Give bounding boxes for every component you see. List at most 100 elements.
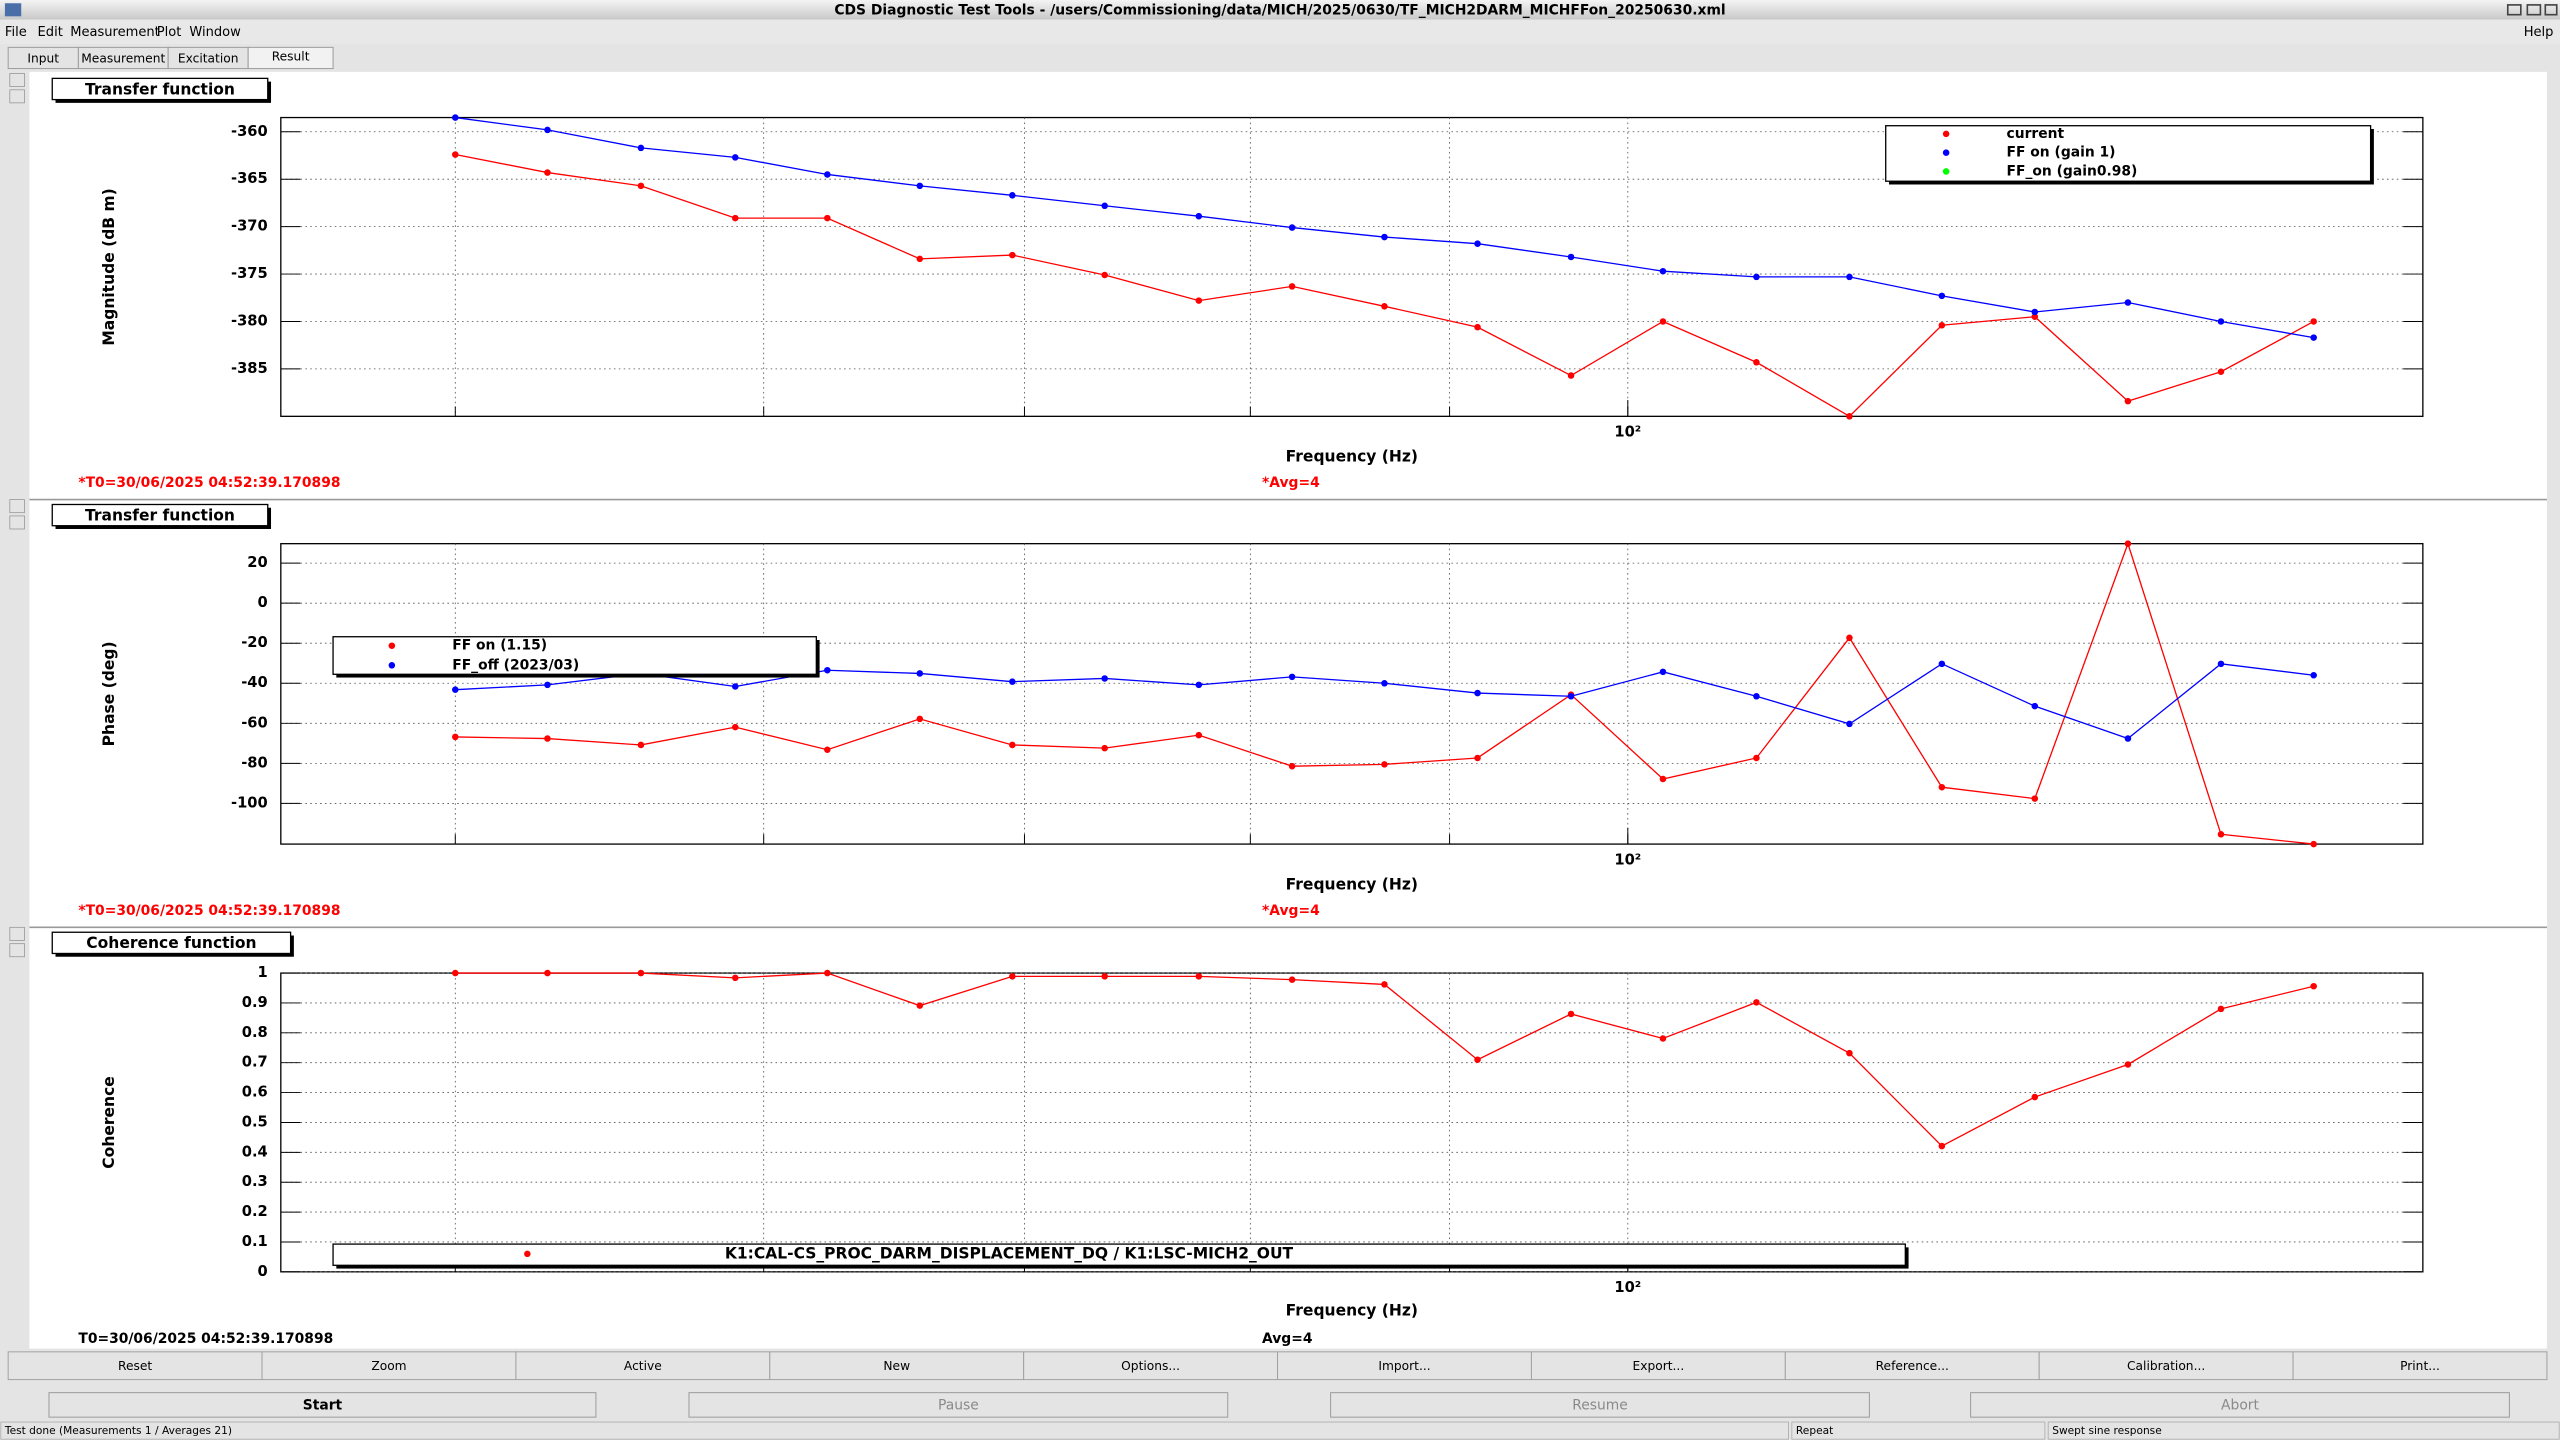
button-label[interactable]: Reset <box>118 1359 152 1373</box>
menu-item[interactable]: Help <box>2524 25 2554 40</box>
data-point <box>1753 754 1760 762</box>
data-point <box>1938 322 1946 329</box>
legend <box>332 1243 1906 1266</box>
panel-arrow[interactable] <box>9 926 25 941</box>
data-point <box>1009 741 1016 749</box>
chart-title: Coherence function <box>86 934 256 952</box>
data-point <box>2031 1093 2039 1101</box>
button-label[interactable]: Reference... <box>1876 1359 1949 1373</box>
tab-label[interactable]: Result <box>272 50 310 64</box>
button[interactable] <box>1023 1351 1279 1381</box>
y-tick-label: -380 <box>231 312 268 329</box>
data-point <box>1474 1056 1481 1063</box>
button[interactable] <box>769 1351 1025 1381</box>
data-point <box>1659 318 1667 325</box>
control-button[interactable] <box>1970 1392 2510 1418</box>
data-point <box>1101 744 1108 752</box>
button-label[interactable]: Options... <box>1121 1359 1180 1373</box>
x-axis-label: Frequency (Hz) <box>1286 875 1418 893</box>
control-label[interactable]: Start <box>303 1398 343 1414</box>
button-label[interactable]: Export... <box>1633 1359 1685 1373</box>
menu-item[interactable]: Measurement <box>70 25 160 40</box>
data-point <box>732 154 739 161</box>
button[interactable] <box>515 1351 771 1381</box>
tab-label[interactable]: Input <box>27 51 59 65</box>
panel-arrow[interactable] <box>9 73 25 87</box>
panel-arrow[interactable] <box>9 89 25 104</box>
data-point <box>2124 540 2132 547</box>
button[interactable] <box>261 1351 517 1381</box>
button[interactable] <box>1784 1351 2040 1381</box>
menu-item[interactable]: Plot <box>157 25 182 40</box>
panel-arrow[interactable] <box>9 943 25 958</box>
data-point <box>1009 678 1016 685</box>
menu-item[interactable]: File <box>5 25 27 40</box>
button[interactable] <box>1530 1351 1786 1381</box>
t0-annotation: T0=30/06/2025 04:52:39.170898 <box>78 1331 333 1347</box>
data-point <box>916 1002 924 1009</box>
legend <box>1885 125 2372 182</box>
control-button[interactable] <box>1330 1392 1870 1418</box>
tab-label[interactable]: Excitation <box>178 51 239 65</box>
data-point <box>1659 775 1667 783</box>
data-point <box>1567 1010 1575 1018</box>
data-point <box>824 666 831 674</box>
data-point <box>452 969 459 977</box>
window-button[interactable] <box>2526 4 2542 16</box>
y-tick-label: 1 <box>258 964 268 981</box>
button-label[interactable]: Import... <box>1378 1359 1430 1373</box>
x-tick-label: 10² <box>1614 851 1641 868</box>
button[interactable] <box>2292 1351 2548 1381</box>
data-point <box>1567 372 1575 379</box>
data-point <box>2124 1061 2132 1068</box>
status-text: Repeat <box>1796 1424 1833 1437</box>
data-point <box>1474 323 1481 331</box>
control-label[interactable]: Abort <box>2221 1398 2259 1414</box>
control-label[interactable]: Pause <box>938 1398 979 1414</box>
control-label[interactable]: Resume <box>1572 1398 1628 1414</box>
data-point <box>1288 283 1296 290</box>
data-point <box>2310 982 2317 990</box>
legend-marker <box>1942 149 1950 156</box>
button-label[interactable]: Zoom <box>371 1359 406 1373</box>
button-label[interactable]: Print... <box>2400 1359 2440 1373</box>
data-point <box>824 746 831 754</box>
y-axis-label: Coherence <box>100 1076 118 1168</box>
data-point <box>452 114 459 121</box>
menu-bar <box>0 19 2560 45</box>
avg-annotation: *Avg=4 <box>1262 903 1320 919</box>
menu-item[interactable]: Edit <box>38 25 63 40</box>
panel-arrow[interactable] <box>9 515 25 530</box>
y-tick-label: -40 <box>241 674 268 691</box>
menu-item[interactable]: Window <box>189 25 241 40</box>
data-point <box>1381 679 1388 687</box>
data-point <box>1101 675 1108 682</box>
window-title: CDS Diagnostic Test Tools - /users/Commi… <box>834 3 1725 19</box>
data-point <box>1195 297 1203 304</box>
control-button[interactable] <box>48 1392 597 1418</box>
panel-arrow[interactable] <box>9 499 25 514</box>
y-tick-label: -375 <box>231 265 268 282</box>
data-point <box>2310 334 2317 341</box>
tab[interactable] <box>247 46 334 70</box>
y-tick-label: -385 <box>231 360 268 377</box>
y-tick-label: 0 <box>258 1263 268 1280</box>
button-label[interactable]: Active <box>624 1359 662 1373</box>
data-point <box>916 715 924 723</box>
title-box <box>51 77 269 101</box>
button[interactable] <box>2038 1351 2294 1381</box>
control-button[interactable] <box>688 1392 1229 1418</box>
y-tick-label: 0.6 <box>242 1084 268 1101</box>
y-tick-label: 0.4 <box>242 1143 268 1160</box>
data-point <box>916 182 924 190</box>
window-button[interactable] <box>2544 4 2558 16</box>
title-bar <box>0 0 2560 20</box>
button-label[interactable]: New <box>883 1359 910 1373</box>
x-tick-label: 10² <box>1614 1279 1641 1296</box>
button-label[interactable]: Calibration... <box>2127 1359 2205 1373</box>
t0-annotation: *T0=30/06/2025 04:52:39.170898 <box>78 903 340 919</box>
tab-label[interactable]: Measurement <box>81 51 165 65</box>
data-point <box>1846 413 1853 420</box>
window-button[interactable] <box>2506 4 2522 16</box>
t0-annotation: *T0=30/06/2025 04:52:39.170898 <box>78 475 340 491</box>
